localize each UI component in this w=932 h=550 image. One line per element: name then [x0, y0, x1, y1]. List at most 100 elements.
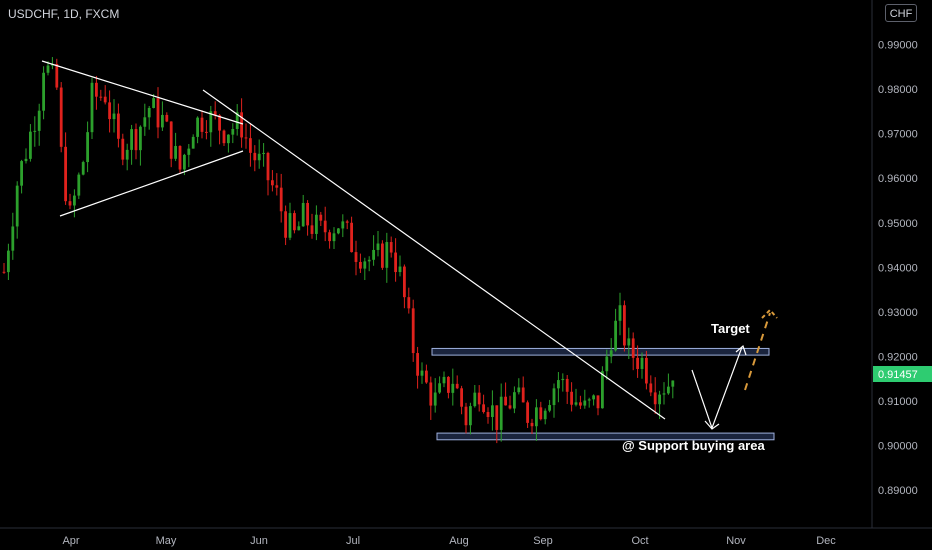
candle-body: [587, 399, 591, 401]
price-tick-label: 0.98000: [878, 84, 918, 96]
candle-body: [535, 407, 538, 427]
candle-body: [24, 158, 28, 162]
price-axis[interactable]: 0.99000 0.98000 0.97000 0.96000 0.95000 0.940…: [878, 40, 918, 498]
candle-body: [407, 297, 411, 309]
candle-body: [420, 370, 424, 376]
candle-body: [504, 396, 507, 406]
arrow-up-head-icon: [735, 344, 747, 356]
candle-body: [614, 320, 617, 351]
candle-body: [499, 396, 503, 430]
candle-body: [332, 233, 336, 242]
projection-arrow-head-icon: [761, 308, 778, 319]
support-label: @ Support buying area: [622, 438, 765, 453]
candle-body: [579, 402, 582, 406]
time-tick-label: Jul: [346, 535, 360, 547]
candle-body: [649, 383, 653, 393]
candle-body: [376, 243, 380, 250]
candle-body: [147, 107, 151, 118]
candle-body: [640, 357, 644, 369]
candle-body: [341, 221, 345, 229]
candle-body: [15, 185, 19, 227]
candle-body: [112, 113, 116, 120]
currency-button[interactable]: CHF: [885, 4, 917, 22]
candle-body: [55, 63, 59, 88]
candle-body: [86, 132, 89, 163]
candle-body: [46, 65, 50, 73]
candle-body: [411, 308, 415, 354]
candle-body: [293, 213, 296, 231]
candle-body: [530, 422, 534, 427]
time-axis[interactable]: Apr May Jun Jul Aug Sep Oct Nov Dec: [62, 535, 836, 547]
candle-body: [469, 406, 472, 426]
time-tick-label: Jun: [250, 535, 268, 547]
candle-body: [319, 214, 323, 221]
price-tick-label: 0.99000: [878, 40, 918, 52]
support-zone: [436, 432, 775, 441]
price-tick-label: 0.92000: [878, 351, 918, 363]
candle-body: [425, 370, 428, 383]
candle-body: [574, 402, 578, 405]
candle-body: [627, 338, 631, 346]
candle-body: [618, 305, 622, 321]
candle-body: [442, 376, 446, 384]
candle-body: [565, 378, 569, 392]
candle-body: [183, 154, 186, 170]
candle-body: [235, 112, 239, 130]
candle-body: [539, 407, 543, 420]
candle-body: [543, 410, 547, 420]
candle-body: [389, 242, 393, 253]
candle-body: [174, 146, 177, 159]
candle-body: [636, 357, 639, 369]
projection-path: [691, 346, 743, 430]
candle-body: [249, 138, 252, 153]
candle-body: [257, 153, 261, 161]
candle-body: [200, 117, 204, 132]
candle-body: [557, 380, 560, 389]
candle-body: [372, 249, 375, 260]
candle-body: [486, 412, 490, 417]
candle-body: [103, 96, 107, 103]
candle-body: [134, 129, 138, 151]
price-tick-label: 0.93000: [878, 307, 918, 319]
candle-body: [521, 387, 525, 403]
time-tick-label: Nov: [726, 535, 746, 547]
candle-body: [548, 405, 551, 411]
candle-body: [156, 98, 160, 128]
candle-body: [609, 350, 613, 357]
candle-body: [451, 383, 455, 393]
arrow-down-head-icon: [704, 420, 720, 430]
candle-body: [240, 112, 243, 138]
price-tick-label: 0.90000: [878, 441, 918, 453]
candle-body: [416, 353, 419, 376]
candle-body: [275, 185, 279, 188]
time-tick-label: Apr: [62, 535, 79, 547]
time-tick-label: Aug: [449, 535, 469, 547]
candle-body: [367, 259, 371, 262]
time-tick-label: May: [156, 535, 177, 547]
candle-body: [667, 386, 670, 394]
candle-body: [438, 383, 441, 393]
candle-body: [517, 387, 521, 393]
candle-body: [33, 130, 37, 132]
candle-body: [315, 214, 318, 234]
candle-body: [477, 392, 481, 405]
symbol-title[interactable]: USDCHF, 1D, FXCM: [8, 7, 120, 21]
candle-body: [2, 271, 6, 273]
candle-body: [37, 110, 41, 131]
candle-body: [29, 131, 32, 159]
candle-body: [345, 221, 349, 223]
candles: [2, 57, 675, 444]
candle-body: [253, 152, 257, 161]
candle-body: [121, 138, 125, 160]
price-tick-label: 0.96000: [878, 173, 918, 185]
candle-body: [169, 121, 173, 159]
zones: [431, 347, 775, 441]
resistance-zone: [431, 347, 770, 356]
candle-body: [323, 220, 327, 233]
candle-body: [152, 98, 155, 108]
candle-body: [631, 338, 635, 358]
candle-body: [385, 242, 389, 268]
price-tick-label: 0.89000: [878, 485, 918, 497]
candle-body: [178, 146, 182, 170]
